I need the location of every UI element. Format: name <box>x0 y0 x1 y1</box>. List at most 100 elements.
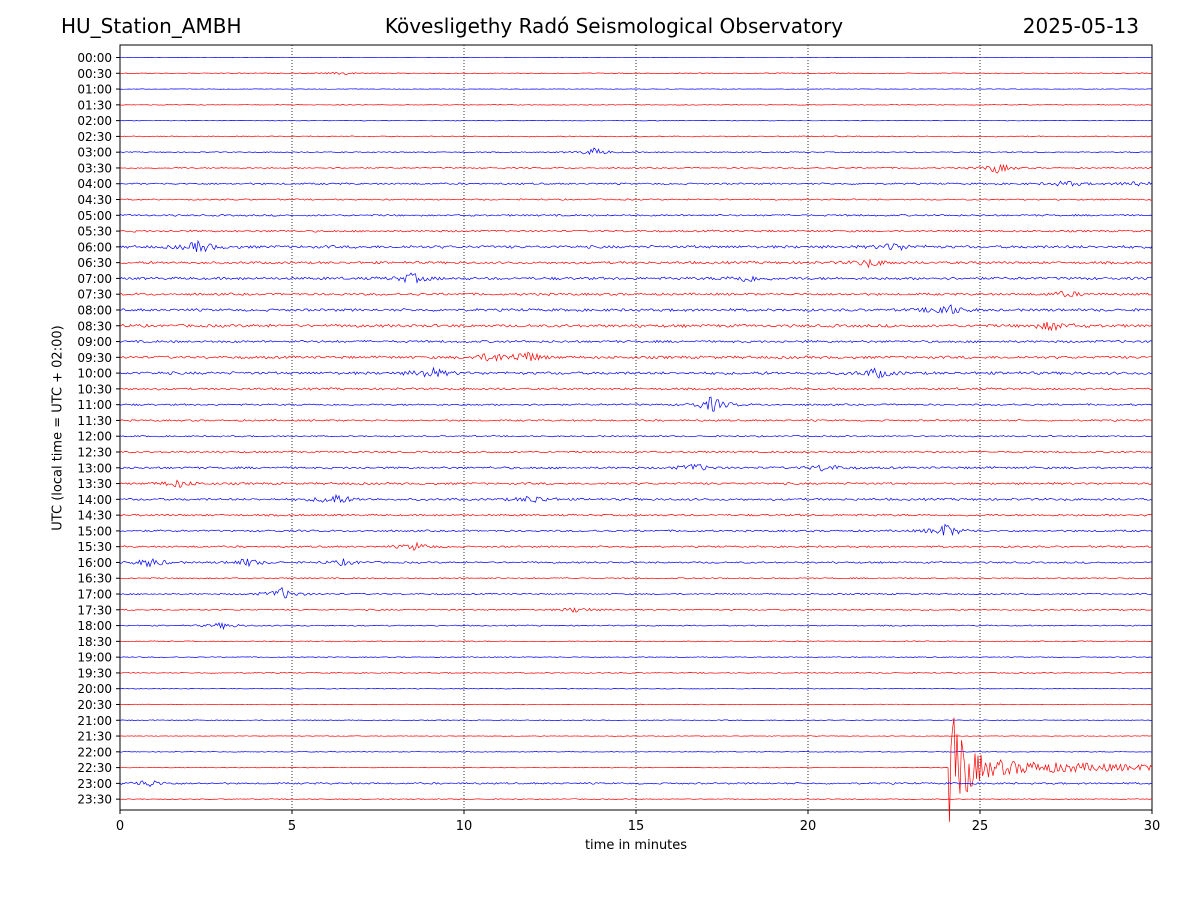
trace-1830 <box>119 640 1153 643</box>
trace-2100 <box>119 719 1153 722</box>
trace-1100 <box>119 396 1153 412</box>
x-tick-label: 15 <box>628 819 645 834</box>
trace-0800 <box>119 304 1153 315</box>
trace-1500 <box>119 523 1153 537</box>
y-tick-label: 11:00 <box>77 398 112 412</box>
x-tick-label: 25 <box>972 819 989 834</box>
trace-1000 <box>119 366 1153 379</box>
trace-0730 <box>119 291 1152 298</box>
y-tick-label: 00:00 <box>77 51 112 65</box>
trace-0300 <box>119 147 1153 156</box>
trace-0830 <box>119 322 1153 332</box>
y-tick-label: 10:00 <box>77 367 112 381</box>
trace-0530 <box>119 229 1153 233</box>
trace-2300 <box>119 780 1153 787</box>
y-tick-label: 19:00 <box>77 651 112 665</box>
trace-0500 <box>119 213 1153 217</box>
station-name: HU_Station_AMBH <box>61 14 242 38</box>
y-tick-label: 22:30 <box>77 761 112 775</box>
x-axis-label: time in minutes <box>584 838 688 853</box>
y-tick-label: 06:30 <box>77 256 112 270</box>
trace-0230 <box>119 135 1153 138</box>
trace-1630 <box>119 577 1153 580</box>
trace-0130 <box>119 104 1153 106</box>
trace-1700 <box>119 586 1153 599</box>
trace-1530 <box>119 541 1153 551</box>
y-tick-label: 20:30 <box>77 698 112 712</box>
trace-0200 <box>119 119 1153 122</box>
trace-0030 <box>119 71 1152 75</box>
trace-1330 <box>119 479 1153 489</box>
trace-1600 <box>119 558 1153 568</box>
y-tick-label: 04:00 <box>77 177 112 191</box>
y-tick-label: 19:30 <box>77 666 112 680</box>
y-tick-label: 18:30 <box>77 635 112 649</box>
trace-2330 <box>119 798 1152 800</box>
trace-2030 <box>119 703 1152 706</box>
y-tick-label: 00:30 <box>77 67 112 81</box>
y-tick-label: 04:30 <box>77 193 112 207</box>
y-tick-label: 18:00 <box>77 619 112 633</box>
trace-0600 <box>119 239 1153 253</box>
y-tick-label: 12:00 <box>77 430 112 444</box>
y-tick-label: 20:00 <box>77 682 112 696</box>
y-tick-label: 15:00 <box>77 524 112 538</box>
trace-0430 <box>119 198 1153 201</box>
y-tick-label: 02:30 <box>77 130 112 144</box>
trace-1900 <box>119 656 1153 659</box>
trace-2200 <box>119 751 1153 753</box>
trace-2230 <box>119 717 1153 822</box>
y-tick-label: 07:30 <box>77 288 112 302</box>
y-tick-label: 13:00 <box>77 461 112 475</box>
y-tick-label: 03:00 <box>77 146 112 160</box>
y-tick-label: 21:30 <box>77 730 112 744</box>
y-tick-label: 23:00 <box>77 777 112 791</box>
y-tick-label: 06:00 <box>77 240 112 254</box>
y-tick-label: 11:30 <box>77 414 112 428</box>
y-tick-label: 15:30 <box>77 540 112 554</box>
trace-1730 <box>119 607 1153 613</box>
y-tick-label: 01:30 <box>77 98 112 112</box>
y-tick-label: 08:30 <box>77 319 112 333</box>
y-tick-label: 07:00 <box>77 272 112 286</box>
y-tick-label: 17:30 <box>77 603 112 617</box>
trace-1430 <box>119 513 1153 517</box>
trace-0000 <box>119 56 1153 59</box>
trace-1130 <box>119 419 1153 422</box>
y-tick-label: 17:00 <box>77 588 112 602</box>
trace-0330 <box>119 163 1153 174</box>
trace-1800 <box>119 622 1153 631</box>
y-tick-label: 16:00 <box>77 556 112 570</box>
trace-2130 <box>119 735 1153 737</box>
trace-0400 <box>119 180 1153 187</box>
trace-1030 <box>119 387 1153 391</box>
trace-0630 <box>119 258 1153 269</box>
y-tick-label: 23:30 <box>77 793 112 807</box>
trace-0700 <box>119 272 1153 284</box>
y-tick-label: 14:00 <box>77 493 112 507</box>
y-tick-label: 22:00 <box>77 745 112 759</box>
chart-date: 2025-05-13 <box>1022 14 1139 38</box>
y-tick-label: 10:30 <box>77 382 112 396</box>
trace-0100 <box>119 88 1153 90</box>
x-tick-label: 5 <box>288 819 296 834</box>
y-tick-label: 03:30 <box>77 161 112 175</box>
chart-title: Kövesligethy Radó Seismological Observat… <box>384 14 844 38</box>
y-axis-label: UTC (local time = UTC + 02:00) <box>50 325 66 531</box>
x-tick-label: 20 <box>800 819 817 834</box>
y-tick-label: 14:30 <box>77 509 112 523</box>
trace-1200 <box>119 435 1153 438</box>
y-tick-label: 16:30 <box>77 572 112 586</box>
x-tick-label: 0 <box>116 819 124 834</box>
trace-1300 <box>119 463 1153 472</box>
trace-2000 <box>119 687 1153 690</box>
trace-0900 <box>119 339 1153 344</box>
y-tick-label: 21:00 <box>77 714 112 728</box>
y-tick-label: 09:30 <box>77 351 112 365</box>
trace-1400 <box>119 493 1153 504</box>
x-tick-label: 30 <box>1144 819 1161 834</box>
y-tick-label: 05:00 <box>77 209 112 223</box>
y-tick-label: 05:30 <box>77 225 112 239</box>
y-tick-label: 13:30 <box>77 477 112 491</box>
